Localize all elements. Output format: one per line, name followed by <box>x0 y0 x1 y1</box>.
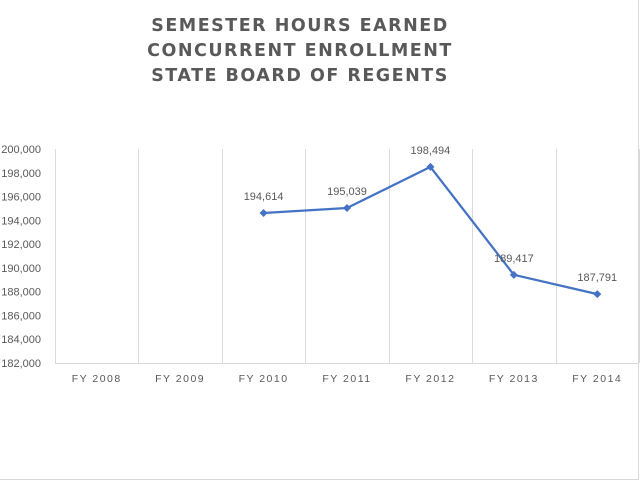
grid-lines <box>55 149 640 364</box>
data-point <box>593 290 602 299</box>
y-tick-label: 190,000 <box>1 263 41 275</box>
y-tick-label: 184,000 <box>1 334 41 346</box>
y-tick-label: 194,000 <box>1 215 41 227</box>
y-tick-label: 192,000 <box>1 239 41 251</box>
data-label: 189,417 <box>494 253 534 265</box>
data-point <box>509 270 518 279</box>
chart-title: SEMESTER HOURS EARNED CONCURRENT ENROLLM… <box>0 14 600 89</box>
y-axis-ticks: 182,000 184,000 186,000 188,000 190,000 192,0… <box>1 144 41 370</box>
data-labels: 194,614 195,039 198,494 189,417 187,791 <box>244 145 617 284</box>
data-label: 195,039 <box>327 186 367 198</box>
series-line <box>259 162 602 299</box>
data-label: 187,791 <box>577 272 617 284</box>
x-tick-label: FY 2010 <box>239 373 289 385</box>
x-tick-label: FY 2013 <box>489 373 539 385</box>
x-tick-label: FY 2014 <box>572 373 622 385</box>
x-tick-label: FY 2012 <box>405 373 455 385</box>
y-tick-label: 182,000 <box>1 358 41 370</box>
chart-title-line-1: SEMESTER HOURS EARNED <box>151 16 449 36</box>
data-point <box>259 209 268 218</box>
series-polyline <box>263 165 598 296</box>
x-tick-label: FY 2008 <box>72 373 122 385</box>
y-tick-label: 186,000 <box>1 310 41 322</box>
y-tick-label: 198,000 <box>1 168 41 180</box>
data-point <box>426 162 435 171</box>
y-tick-label: 188,000 <box>1 287 41 299</box>
data-label: 198,494 <box>411 145 451 157</box>
x-tick-label: FY 2011 <box>322 373 371 385</box>
data-point <box>343 203 351 212</box>
chart-title-line-3: STATE BOARD OF REGENTS <box>151 66 449 86</box>
x-tick-label: FY 2009 <box>155 373 205 385</box>
y-tick-label: 196,000 <box>1 192 41 204</box>
data-label: 194,614 <box>244 191 284 203</box>
x-axis-ticks: FY 2008 FY 2009 FY 2010 FY 2011 FY 2012 FY 20… <box>72 373 622 385</box>
chart-title-line-2: CONCURRENT ENROLLMENT <box>147 41 453 61</box>
y-tick-label: 200,000 <box>1 144 41 156</box>
